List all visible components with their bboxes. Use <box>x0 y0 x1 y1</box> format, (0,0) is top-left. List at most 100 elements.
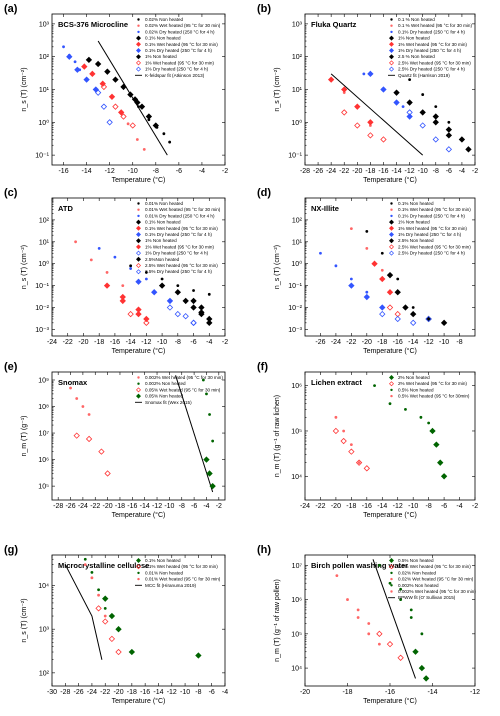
data-point <box>115 648 122 656</box>
y-axis-title: n_s (T) (cm⁻²) <box>21 598 28 642</box>
data-point <box>365 229 369 233</box>
legend-label: 2.5% Non heated <box>398 238 434 243</box>
y-tick-label: 10⁻¹ <box>288 153 302 160</box>
x-tick-label: -14 <box>427 689 437 696</box>
x-tick-label: -28 <box>300 168 310 175</box>
data-point <box>206 319 213 326</box>
data-point <box>409 616 413 619</box>
data-point <box>209 482 216 490</box>
x-tick-label: -14 <box>391 168 401 175</box>
data-point <box>334 264 338 268</box>
data-point <box>354 103 361 110</box>
panel-label: (a) <box>4 3 18 15</box>
plot-frame <box>304 13 476 166</box>
x-tick-label: -18 <box>94 339 104 346</box>
data-point <box>368 124 372 127</box>
data-point <box>190 304 197 311</box>
data-point <box>85 435 93 443</box>
x-tick-label: -20 <box>352 168 362 175</box>
data-point <box>89 258 93 262</box>
legend-marker <box>136 250 141 256</box>
x-tick-label: -10 <box>418 168 428 175</box>
legend-label: 1% Non heated <box>145 54 177 59</box>
y-tick-label: 10⁶ <box>291 597 302 604</box>
data-point <box>445 132 453 139</box>
y-tick-label: 10⁻² <box>288 305 302 312</box>
data-point <box>434 105 438 109</box>
data-point <box>102 595 109 602</box>
data-point <box>418 664 426 672</box>
y-tick-label: 10¹ <box>292 87 303 94</box>
data-point <box>367 70 374 78</box>
x-tick-label: -12 <box>393 503 403 510</box>
data-point <box>399 587 403 591</box>
data-point <box>145 113 153 120</box>
data-point <box>195 652 202 659</box>
legend-label: 0.1% Wet heated (95 °C for 30 min) <box>145 226 218 231</box>
legend-marker <box>390 590 393 593</box>
data-point <box>135 278 142 285</box>
data-point <box>95 605 102 612</box>
chart-panel-1: -16 -14 -12 -10 -8 -6 -4 -2 10⁻¹ 10⁰ 10¹ 10² 10³ Temp… <box>4 3 228 184</box>
plot-frame <box>304 554 476 687</box>
data-point <box>367 632 371 636</box>
x-axis-title: Temperature (°C) <box>112 176 166 184</box>
y-axis-title: n_m (T) (g⁻¹ of raw pollen) <box>274 579 281 662</box>
data-point <box>102 618 109 625</box>
x-tick-label: -2 <box>216 503 222 510</box>
data-point <box>131 96 139 103</box>
x-tick-label: -6 <box>446 168 452 175</box>
data-point <box>160 277 164 281</box>
data-point <box>192 289 195 292</box>
data-point <box>100 83 108 91</box>
data-point <box>377 563 381 567</box>
panel-label: (e) <box>4 361 18 373</box>
data-point <box>121 284 125 288</box>
legend-marker <box>389 250 394 256</box>
legend-label: 0.02% Wet heated (95 °C for 30 min) <box>398 577 474 582</box>
data-point <box>379 310 386 318</box>
x-tick-label: -6 <box>209 689 215 696</box>
data-point <box>388 581 392 585</box>
data-point <box>432 136 439 143</box>
y-tick-label: 10⁵ <box>38 484 49 491</box>
legend-marker <box>390 577 393 581</box>
data-point <box>97 246 101 250</box>
y-tick-label: 10⁷ <box>39 431 50 438</box>
x-tick-label: -14 <box>140 503 150 510</box>
x-tick-label: -8 <box>179 503 185 510</box>
y-tick-label: 10⁴ <box>38 583 49 590</box>
legend-marker <box>136 256 141 262</box>
panel-title: Lichen extract <box>311 378 362 387</box>
y-tick-label: 10² <box>39 54 50 61</box>
data-point <box>138 103 146 110</box>
data-point <box>427 421 431 425</box>
data-point <box>335 574 339 578</box>
legend-marker <box>137 18 140 21</box>
data-point <box>119 297 126 305</box>
y-tick-label: 10⁶ <box>291 383 302 390</box>
legend-marker <box>390 394 393 398</box>
data-point <box>69 386 72 390</box>
x-tick-label: -8 <box>456 339 462 346</box>
x-tick-label: -22 <box>346 339 356 346</box>
data-point <box>201 378 205 382</box>
data-point <box>397 654 404 661</box>
legend-label: 0.01% Wet heated (95 °C for 30 min) <box>145 207 221 212</box>
legend-label: 0.02% Non heated <box>398 570 437 575</box>
y-tick-label: 10⁰ <box>291 260 302 268</box>
data-point <box>354 122 361 129</box>
data-point <box>349 277 353 281</box>
data-point <box>379 304 386 311</box>
data-point <box>402 304 409 311</box>
data-point <box>348 282 355 289</box>
data-point <box>143 319 150 326</box>
data-point <box>386 271 394 279</box>
data-point <box>118 109 125 116</box>
legend-label: 0.002% Non heated <box>145 381 186 386</box>
data-point <box>174 310 181 318</box>
x-tick-label: -4 <box>459 168 465 175</box>
data-point <box>90 570 94 574</box>
y-tick-label: 10⁶ <box>38 457 49 464</box>
y-tick-label: 10¹ <box>292 239 303 246</box>
